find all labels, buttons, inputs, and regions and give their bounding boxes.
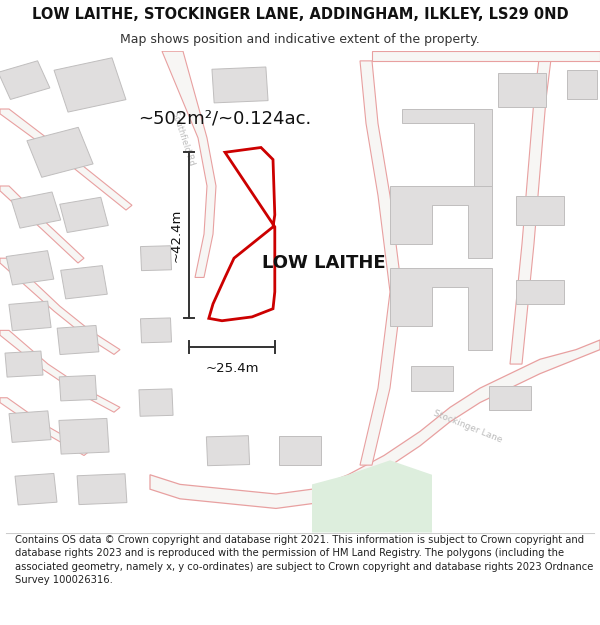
Polygon shape	[0, 331, 120, 412]
Text: Southfield Rd: Southfield Rd	[170, 109, 196, 166]
Polygon shape	[77, 474, 127, 504]
Polygon shape	[489, 386, 531, 410]
Polygon shape	[498, 73, 546, 107]
Polygon shape	[411, 366, 453, 391]
Polygon shape	[11, 192, 61, 228]
Text: ~25.4m: ~25.4m	[205, 362, 259, 376]
Polygon shape	[15, 474, 57, 505]
Polygon shape	[312, 460, 432, 532]
Polygon shape	[59, 418, 109, 454]
Text: ~42.4m: ~42.4m	[169, 209, 182, 262]
Polygon shape	[0, 398, 90, 456]
Polygon shape	[516, 196, 564, 224]
Polygon shape	[0, 109, 132, 210]
Polygon shape	[57, 326, 99, 354]
Polygon shape	[372, 51, 600, 61]
Polygon shape	[0, 258, 120, 354]
Text: Map shows position and indicative extent of the property.: Map shows position and indicative extent…	[120, 34, 480, 46]
Polygon shape	[209, 148, 275, 321]
Polygon shape	[5, 351, 43, 377]
Polygon shape	[59, 376, 97, 401]
Text: Stockinger Lane: Stockinger Lane	[432, 409, 504, 444]
Text: ~502m²/~0.124ac.: ~502m²/~0.124ac.	[138, 109, 311, 128]
Text: LOW LAITHE: LOW LAITHE	[262, 254, 386, 272]
Polygon shape	[9, 301, 51, 331]
Polygon shape	[150, 340, 600, 509]
Polygon shape	[390, 186, 492, 258]
Polygon shape	[6, 251, 54, 285]
Text: LOW LAITHE, STOCKINGER LANE, ADDINGHAM, ILKLEY, LS29 0ND: LOW LAITHE, STOCKINGER LANE, ADDINGHAM, …	[32, 7, 568, 22]
Polygon shape	[402, 109, 492, 186]
Polygon shape	[0, 61, 50, 99]
Polygon shape	[54, 58, 126, 112]
Polygon shape	[390, 268, 492, 349]
Polygon shape	[9, 411, 51, 442]
Polygon shape	[360, 61, 402, 465]
Polygon shape	[140, 318, 172, 343]
Polygon shape	[60, 198, 108, 232]
Polygon shape	[139, 389, 173, 416]
Polygon shape	[27, 127, 93, 177]
Polygon shape	[206, 436, 250, 466]
Polygon shape	[162, 51, 216, 278]
Polygon shape	[140, 246, 172, 271]
Polygon shape	[212, 67, 268, 103]
Polygon shape	[279, 436, 321, 465]
Polygon shape	[510, 51, 552, 364]
Polygon shape	[567, 71, 597, 99]
Polygon shape	[0, 186, 84, 263]
Polygon shape	[61, 266, 107, 299]
Text: Contains OS data © Crown copyright and database right 2021. This information is : Contains OS data © Crown copyright and d…	[15, 535, 593, 585]
Polygon shape	[516, 280, 564, 304]
